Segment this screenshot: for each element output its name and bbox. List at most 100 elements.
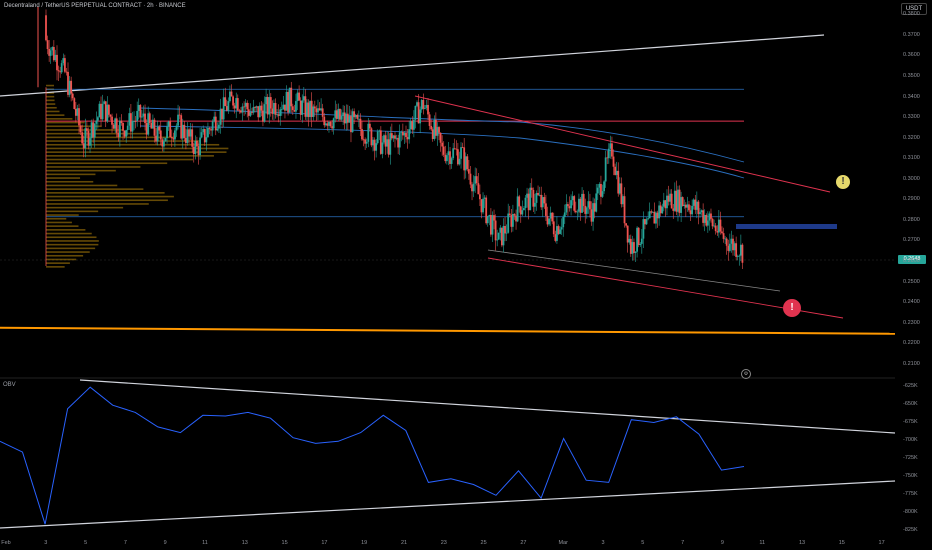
candle-body [741, 244, 744, 263]
candle-body [529, 187, 532, 211]
candles [37, 7, 744, 269]
candle-body [598, 183, 601, 188]
candle-body [335, 110, 338, 119]
candle-body [530, 187, 533, 190]
candle-body [705, 214, 708, 226]
upper-trendline [0, 34, 825, 97]
candle-body [611, 143, 613, 157]
candle-body [573, 196, 576, 211]
candle-body [222, 97, 225, 120]
time-tick-label: Feb [1, 540, 11, 546]
candle-body [277, 114, 280, 116]
candle-body [140, 116, 143, 118]
candle-body [346, 113, 349, 123]
candle-body [375, 143, 378, 151]
candle-body [469, 173, 472, 185]
blue-zone [736, 224, 837, 229]
candle-body [736, 256, 739, 258]
candle-body [642, 219, 645, 239]
candle-body [381, 142, 384, 154]
candle-body [357, 118, 360, 120]
volume-profile-bar [46, 103, 56, 105]
candle-body [163, 141, 165, 147]
candle-body [512, 213, 514, 227]
candle-body [589, 201, 591, 210]
candle-body [62, 58, 65, 64]
volume-profile-bar [46, 166, 141, 168]
price-tick-label: 0.3300 [903, 114, 920, 121]
price-tick-label: 0.2200 [903, 340, 920, 347]
candle-body [178, 114, 181, 116]
candle-body [52, 47, 55, 61]
candle-body [548, 218, 550, 225]
candle-body [434, 119, 437, 136]
candle-body [147, 113, 150, 135]
candle-body [243, 106, 245, 108]
candle-body [441, 142, 444, 147]
symbol-title[interactable]: Decentraland / TetherUS PERPETUAL CONTRA… [4, 3, 186, 9]
candle-body [447, 151, 450, 156]
candle-body [445, 155, 448, 162]
candle-body [501, 227, 503, 246]
candle-body [590, 209, 593, 222]
candle-body [515, 215, 517, 222]
candle-body [567, 204, 569, 207]
candle-body [210, 129, 212, 131]
candle-body [483, 197, 486, 199]
candle-body [499, 227, 502, 233]
candle-body [177, 114, 179, 126]
price-tick-label: 0.3200 [903, 134, 920, 141]
candle-body [84, 128, 87, 149]
candle-body [227, 101, 230, 111]
candle-body [288, 87, 291, 113]
candle-body [45, 15, 47, 41]
candle-body [92, 122, 95, 138]
candle-body [351, 111, 354, 133]
volume-profile-bar [46, 173, 96, 176]
candle-body [716, 231, 719, 233]
candle-body [214, 116, 217, 131]
candle-body [411, 121, 414, 130]
current-price-tag: 0.2648 [898, 255, 926, 264]
candle-body [683, 204, 686, 207]
candle-body [505, 232, 508, 234]
price-tick-label: 0.2300 [903, 319, 920, 326]
settings-gear-icon[interactable]: ⚙ [741, 369, 751, 379]
candle-body [318, 108, 321, 111]
candle-body [296, 92, 299, 102]
volume-profile [46, 84, 229, 268]
candle-body [651, 211, 654, 213]
time-tick-label: 7 [123, 540, 127, 546]
candle-body [472, 183, 475, 192]
time-tick-label: 11 [202, 540, 208, 546]
candle-body [669, 193, 672, 202]
candle-body [269, 97, 272, 109]
candle-body [438, 127, 440, 133]
candle-body [700, 210, 703, 213]
candle-body [70, 80, 73, 94]
candle-body [291, 106, 294, 110]
candle-body [115, 118, 118, 133]
volume-profile-bar [46, 203, 149, 205]
candle-body [131, 121, 134, 132]
candle-body [494, 220, 497, 241]
volume-profile-bar [46, 155, 214, 157]
candle-body [629, 238, 632, 254]
candle-body [600, 183, 602, 197]
obv-line [0, 386, 745, 525]
warning-icon-red[interactable]: ! [783, 299, 801, 317]
candle-body [159, 130, 162, 140]
obv-indicator-label[interactable]: OBV [3, 382, 16, 388]
currency-button[interactable]: USDT [901, 3, 927, 15]
volume-profile-bar [46, 147, 229, 150]
obv-tick-label: -650K [903, 401, 918, 408]
candle-body [354, 114, 357, 118]
volume-profile-bar [46, 206, 124, 209]
candle-body [175, 125, 178, 131]
candle-body [387, 139, 390, 155]
obv-lower-trendline [0, 480, 896, 529]
candle-body [255, 106, 258, 108]
warning-icon-yellow[interactable]: ! [836, 175, 850, 189]
candle-body [100, 103, 102, 120]
